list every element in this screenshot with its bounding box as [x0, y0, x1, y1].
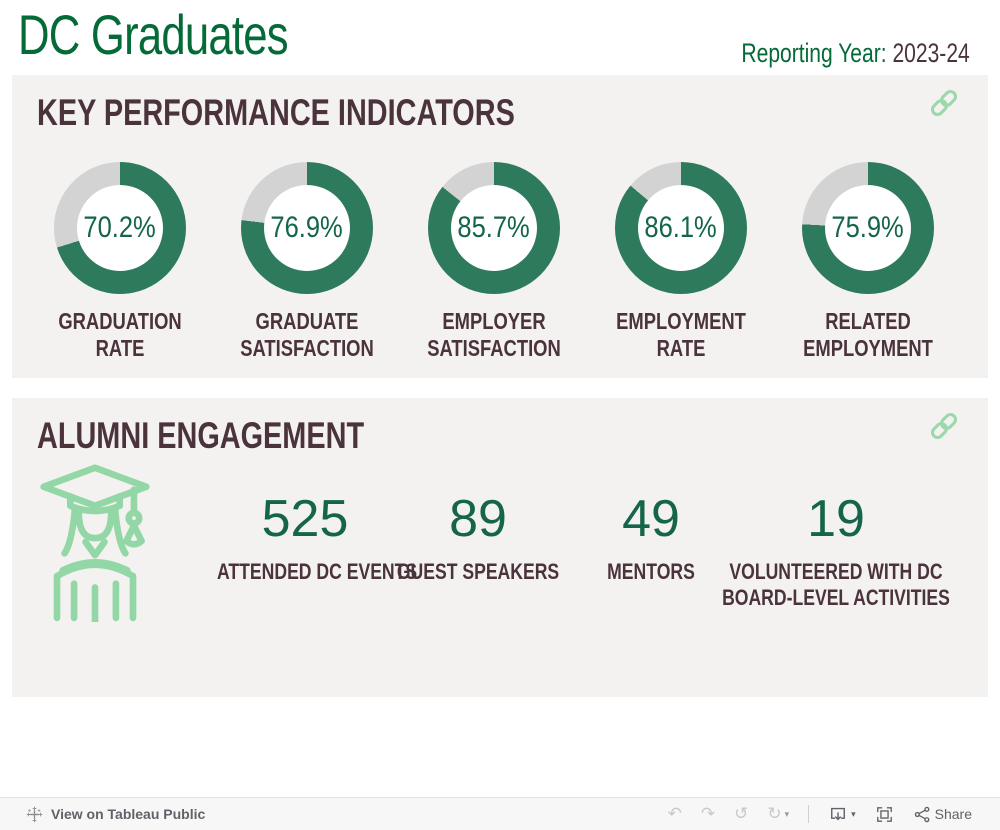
donut-hole: 85.7%: [451, 185, 537, 271]
fullscreen-icon: [876, 806, 892, 822]
donut-chart-employment-rate[interactable]: 86.1%: [615, 162, 747, 294]
stat-label: GUEST SPEAKERS: [396, 558, 560, 584]
donut-value: 76.9%: [270, 211, 344, 244]
redo-icon: ↷: [700, 803, 716, 824]
donut-hole: 76.9%: [264, 185, 350, 271]
stat-guest-speakers: 89 GUEST SPEAKERS: [368, 490, 588, 585]
kpi-employer-satisfaction: 85.7% EMPLOYER SATISFACTION: [409, 162, 579, 362]
redo-button[interactable]: ↷: [700, 803, 716, 824]
graduate-icon: [40, 464, 150, 622]
dashboard-header: DC Graduates Reporting Year: 2023-24: [0, 0, 1000, 75]
donut-hole: 86.1%: [638, 185, 724, 271]
kpi-graduation-rate: 70.2% GRADUATION RATE: [35, 162, 205, 362]
stat-value: 525: [261, 490, 349, 548]
reporting-year-label: Reporting Year:: [741, 38, 887, 68]
undo-icon: ↶: [667, 803, 682, 824]
kpi-label: EMPLOYMENT RATE: [616, 308, 746, 362]
page-title: DC Graduates: [18, 3, 289, 66]
view-on-tableau-public-link[interactable]: View on Tableau Public: [26, 806, 205, 823]
donut-hole: 75.9%: [825, 185, 911, 271]
kpi-row: 70.2% GRADUATION RATE 76.9% GRADUATE SAT…: [12, 162, 988, 362]
fullscreen-button[interactable]: [875, 805, 894, 824]
kpi-section-title: KEY PERFORMANCE INDICATORS: [37, 92, 515, 133]
kpi-section: KEY PERFORMANCE INDICATORS 70.2% GRADUAT…: [12, 75, 988, 378]
refresh-button[interactable]: ↻ ▾: [767, 803, 790, 824]
link-icon[interactable]: [928, 410, 960, 442]
stat-value: 89: [449, 490, 507, 548]
refresh-icon: ↻: [767, 803, 782, 824]
reporting-year-value: 2023-24: [892, 38, 970, 68]
chevron-down-icon: ▾: [851, 808, 856, 819]
alumni-section: ALUMNI ENGAGEMENT: [12, 398, 988, 697]
donut-value: 75.9%: [831, 211, 905, 244]
stat-label: VOLUNTEERED WITH DC BOARD-LEVEL ACTIVITI…: [722, 558, 950, 611]
donut-value: 70.2%: [83, 211, 157, 244]
link-icon[interactable]: [928, 87, 960, 119]
stat-volunteered-board: 19 VOLUNTEERED WITH DC BOARD-LEVEL ACTIV…: [686, 490, 986, 612]
kpi-label: GRADUATION RATE: [58, 308, 182, 362]
stat-attended-dc-events: 525 ATTENDED DC EVENTS: [195, 490, 418, 585]
kpi-employment-rate: 86.1% EMPLOYMENT RATE: [596, 162, 766, 362]
donut-chart-graduate-satisfaction[interactable]: 76.9%: [241, 162, 373, 294]
stat-label: ATTENDED DC EVENTS: [217, 558, 418, 584]
kpi-label: RELATED EMPLOYMENT: [803, 308, 933, 362]
share-label: Share: [934, 806, 972, 822]
kpi-label: GRADUATE SATISFACTION: [240, 308, 374, 362]
alumni-section-title: ALUMNI ENGAGEMENT: [37, 415, 365, 456]
stat-value: 19: [807, 490, 865, 548]
view-on-tableau-public-label: View on Tableau Public: [51, 806, 206, 822]
kpi-related-employment: 75.9% RELATED EMPLOYMENT: [783, 162, 953, 362]
download-button[interactable]: ▾: [828, 804, 856, 824]
kpi-label: EMPLOYER SATISFACTION: [427, 308, 561, 362]
stat-value: 49: [622, 490, 680, 548]
donut-value: 86.1%: [644, 211, 718, 244]
share-button[interactable]: Share: [913, 805, 972, 824]
reporting-year: Reporting Year: 2023-24: [677, 38, 970, 69]
donut-chart-employer-satisfaction[interactable]: 85.7%: [428, 162, 560, 294]
donut-chart-graduation-rate[interactable]: 70.2%: [54, 162, 186, 294]
undo-button[interactable]: ↶: [667, 803, 682, 824]
donut-chart-related-employment[interactable]: 75.9%: [802, 162, 934, 294]
kpi-graduate-satisfaction: 76.9% GRADUATE SATISFACTION: [222, 162, 392, 362]
tableau-logo-icon: [26, 806, 43, 822]
share-icon: [914, 806, 930, 822]
donut-value: 85.7%: [457, 211, 531, 244]
stat-mentors: 49 MENTORS: [541, 490, 761, 585]
download-icon: [831, 807, 846, 821]
toolbar-actions: ↶ ↷ ↺ ↻ ▾ ▾: [668, 804, 972, 824]
chevron-down-icon: ▾: [784, 808, 790, 819]
donut-hole: 70.2%: [77, 185, 163, 271]
tableau-toolbar: View on Tableau Public ↶ ↷ ↺ ↻ ▾: [0, 797, 1000, 830]
stat-label: MENTORS: [607, 558, 695, 584]
toolbar-divider: [808, 805, 810, 823]
revert-button[interactable]: ↺: [734, 803, 749, 824]
revert-icon: ↺: [734, 803, 749, 824]
